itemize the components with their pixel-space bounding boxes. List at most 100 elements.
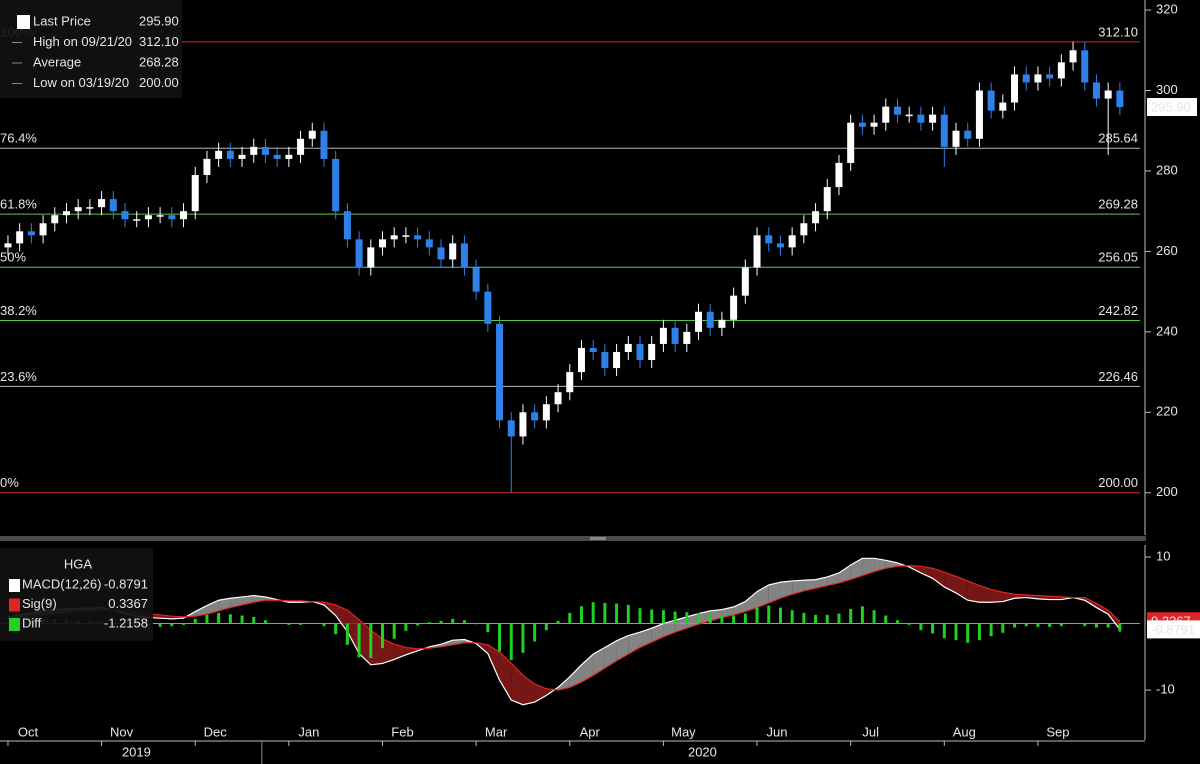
candle-body (203, 158, 211, 175)
macd-fill (499, 652, 512, 701)
diff-bar (439, 620, 443, 624)
level-value-label: 285.64 (1098, 131, 1138, 146)
macd-fill (932, 568, 945, 587)
diff-bar (1059, 623, 1063, 627)
candle-body (683, 331, 691, 344)
y-tick-label: 220 (1156, 404, 1178, 419)
diff-bar (568, 612, 572, 624)
x-tick-label: Aug (953, 724, 976, 739)
diff-bar (228, 614, 232, 624)
diff-bar (345, 623, 349, 645)
diff-bar (380, 623, 384, 649)
candle-body (1116, 90, 1124, 107)
candle-body (121, 211, 129, 220)
diff-bar (357, 623, 361, 658)
macd-fill (815, 576, 828, 589)
diff-bar (556, 620, 560, 624)
diff-bar (884, 615, 888, 624)
candle-body (191, 174, 199, 212)
macd-fill (745, 591, 758, 612)
x-tick-label: May (671, 724, 696, 739)
candle-body (39, 223, 47, 236)
legend-value: 295.90 (139, 13, 179, 28)
diff-bar (650, 609, 654, 624)
candle-body (1011, 74, 1019, 103)
candle-body (507, 420, 515, 437)
diff-bar (521, 623, 525, 653)
diff-bar (849, 608, 853, 624)
legend-value: -1.2158 (104, 615, 148, 630)
divider-handle[interactable] (590, 537, 606, 540)
macd-fill (347, 610, 360, 654)
candle-body (554, 392, 562, 405)
macd-fill (639, 628, 652, 648)
macd-fill (874, 558, 886, 572)
diff-bar (708, 613, 712, 624)
candle-body (800, 223, 808, 236)
macd-fill (335, 604, 348, 632)
diff-bar (931, 623, 935, 634)
legend-swatch (17, 15, 30, 29)
diff-bar (743, 613, 747, 624)
legend-box (0, 0, 182, 98)
diff-bar (509, 623, 513, 661)
macd-fill (862, 558, 875, 576)
candle-body (261, 146, 269, 155)
diff-bar (895, 620, 899, 624)
macd-line (7, 557, 1121, 706)
diff-bar (626, 604, 630, 624)
candle-body (636, 343, 644, 361)
x-tick-label: Oct (18, 724, 39, 739)
value-tag (1147, 620, 1200, 639)
candle-body (624, 343, 632, 352)
candle-body (706, 311, 714, 328)
candle-body (823, 187, 831, 212)
candle-body (893, 106, 901, 115)
candle-body (414, 235, 422, 240)
candle-body (858, 122, 866, 127)
candle-body (695, 311, 703, 332)
candle-body (16, 231, 24, 244)
macd-fill (967, 580, 980, 603)
macd-fill (686, 613, 699, 629)
macd-legend-title: HGA (64, 556, 93, 571)
level-value-label: 256.05 (1098, 250, 1138, 265)
candle-body (472, 267, 480, 292)
macd-fill (1108, 610, 1120, 630)
diff-bar (299, 623, 303, 625)
diff-bar (322, 623, 326, 627)
y-tick-label: 300 (1156, 82, 1178, 97)
candle-body (659, 327, 667, 344)
last-price-tag (1147, 98, 1197, 116)
diff-bar (1094, 623, 1098, 628)
diff-bar (872, 610, 876, 624)
candle-body (390, 235, 398, 240)
diff-bar (1106, 623, 1110, 628)
y-tick-label: 240 (1156, 323, 1178, 338)
candle-body (741, 267, 749, 296)
macd-fill (593, 647, 605, 676)
macd-fill (218, 598, 231, 611)
x-tick-label: Nov (110, 724, 134, 739)
candle-body (378, 239, 386, 248)
diff-bar (673, 611, 677, 624)
diff-bar (1024, 623, 1028, 627)
candle-body (308, 130, 316, 139)
candle-body (4, 243, 12, 248)
candle-body (577, 347, 585, 373)
diff-bar (778, 607, 782, 624)
legend-value: 312.10 (139, 34, 179, 49)
diff-bar (989, 623, 993, 637)
diff-bar (334, 623, 338, 635)
macd-fill (1002, 592, 1015, 602)
candle-body (144, 215, 152, 220)
diff-bar (1048, 623, 1052, 627)
macd-fill (651, 623, 664, 643)
candle-body (355, 239, 363, 268)
candle-body (999, 102, 1007, 111)
candle-body (847, 122, 855, 163)
macd-fill (206, 600, 219, 615)
candle-body (648, 343, 656, 361)
macd-fill (920, 566, 933, 579)
